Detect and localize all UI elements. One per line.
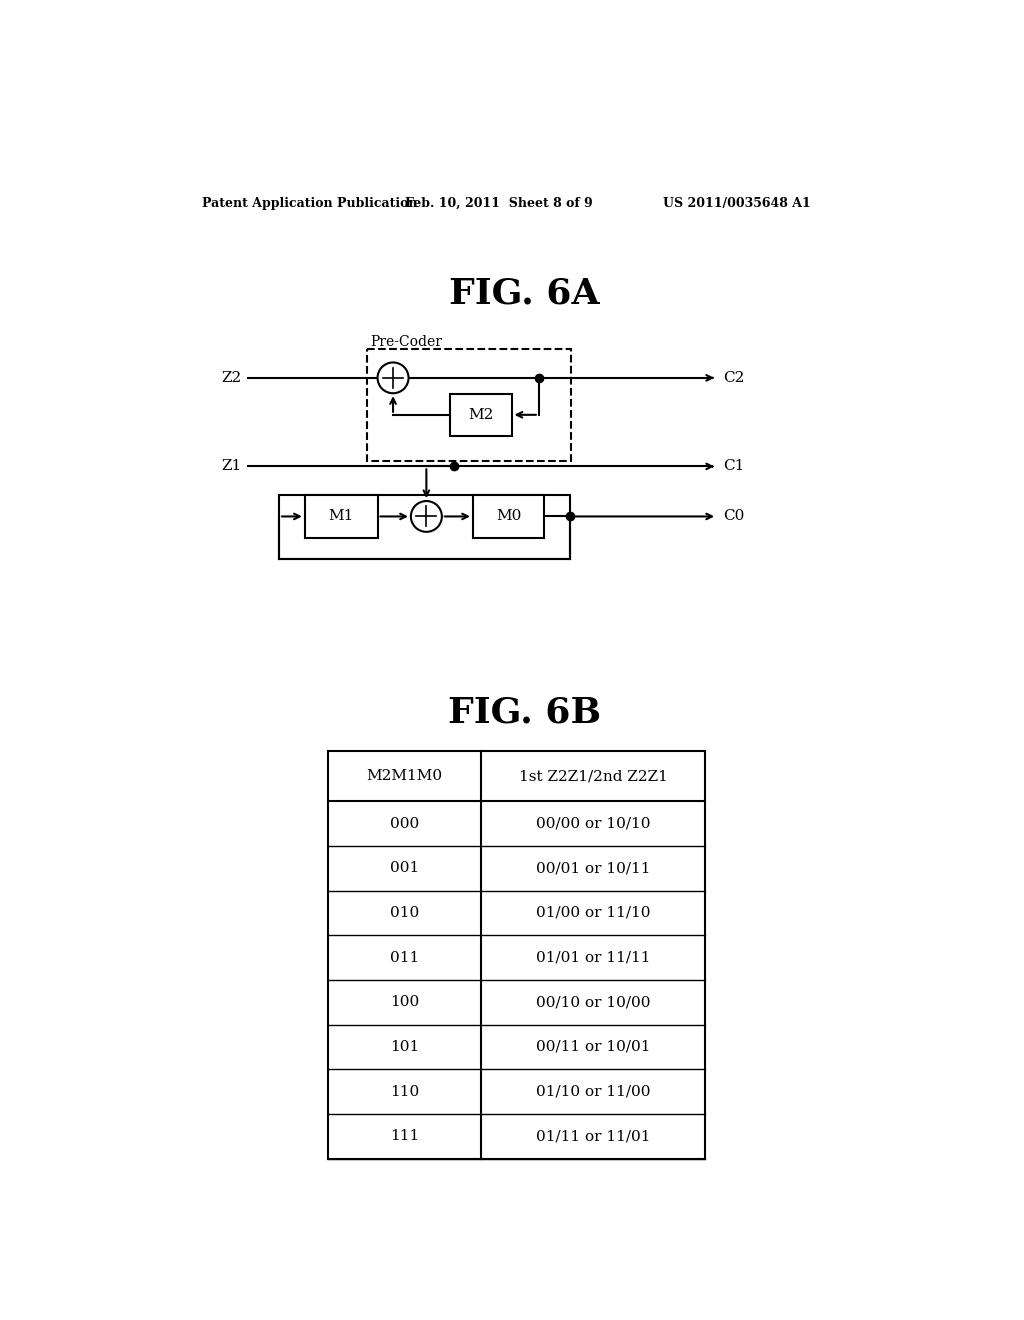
Text: Pre-Coder: Pre-Coder (370, 335, 441, 348)
Text: M0: M0 (496, 510, 521, 524)
Text: 110: 110 (390, 1085, 419, 1098)
Bar (473, 495, 544, 539)
Bar (328, 751, 706, 1159)
Text: 010: 010 (390, 906, 419, 920)
Text: 01/00 or 11/10: 01/00 or 11/10 (536, 906, 650, 920)
Circle shape (378, 363, 409, 393)
Text: US 2011/0035648 A1: US 2011/0035648 A1 (663, 197, 811, 210)
Text: 1st Z2Z1/2nd Z2Z1: 1st Z2Z1/2nd Z2Z1 (518, 770, 668, 783)
Text: 001: 001 (390, 862, 419, 875)
Text: 01/11 or 11/01: 01/11 or 11/01 (536, 1130, 650, 1143)
Text: 00/01 or 10/11: 00/01 or 10/11 (536, 862, 650, 875)
Text: 01/10 or 11/00: 01/10 or 11/00 (536, 1085, 650, 1098)
Text: C0: C0 (723, 510, 744, 524)
Bar (280, 495, 569, 558)
Text: 00/10 or 10/00: 00/10 or 10/00 (536, 995, 650, 1010)
Text: Z2: Z2 (221, 371, 242, 385)
Text: 00/11 or 10/01: 00/11 or 10/01 (536, 1040, 650, 1053)
Text: M1: M1 (329, 510, 354, 524)
Text: 000: 000 (390, 817, 419, 830)
Text: M2: M2 (468, 408, 494, 422)
Text: 111: 111 (390, 1130, 419, 1143)
Text: Patent Application Publication: Patent Application Publication (202, 197, 417, 210)
Text: M2M1M0: M2M1M0 (367, 770, 442, 783)
Text: C1: C1 (723, 459, 744, 474)
Text: 101: 101 (390, 1040, 419, 1053)
Text: 00/00 or 10/10: 00/00 or 10/10 (536, 817, 650, 830)
Text: C2: C2 (723, 371, 744, 385)
Text: 011: 011 (390, 950, 419, 965)
Text: Feb. 10, 2011  Sheet 8 of 9: Feb. 10, 2011 Sheet 8 of 9 (406, 197, 593, 210)
Bar (450, 393, 512, 436)
Text: 01/01 or 11/11: 01/01 or 11/11 (536, 950, 650, 965)
Text: FIG. 6B: FIG. 6B (449, 696, 601, 730)
Circle shape (411, 502, 442, 532)
Text: 100: 100 (390, 995, 419, 1010)
Text: FIG. 6A: FIG. 6A (450, 276, 600, 310)
Text: Z1: Z1 (221, 459, 242, 474)
Bar (305, 495, 378, 539)
